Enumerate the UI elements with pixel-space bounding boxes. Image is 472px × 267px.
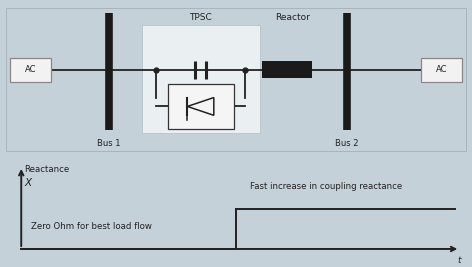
Text: t: t bbox=[457, 256, 461, 265]
Bar bbox=[262, 61, 312, 78]
Bar bbox=[142, 25, 260, 134]
Text: Reactor: Reactor bbox=[275, 13, 310, 22]
Text: AC: AC bbox=[436, 65, 447, 74]
Bar bbox=[10, 58, 51, 82]
Text: Bus 1: Bus 1 bbox=[97, 139, 120, 148]
Text: Bus 2: Bus 2 bbox=[335, 139, 359, 148]
Bar bbox=[168, 84, 234, 129]
Text: AC: AC bbox=[25, 65, 36, 74]
Text: TPSC: TPSC bbox=[189, 13, 212, 22]
Text: Fast increase in coupling reactance: Fast increase in coupling reactance bbox=[250, 182, 403, 191]
Text: Zero Ohm for best load flow: Zero Ohm for best load flow bbox=[31, 222, 152, 231]
Text: X: X bbox=[25, 178, 32, 188]
Bar bbox=[421, 58, 462, 82]
Text: Reactance: Reactance bbox=[25, 165, 70, 174]
